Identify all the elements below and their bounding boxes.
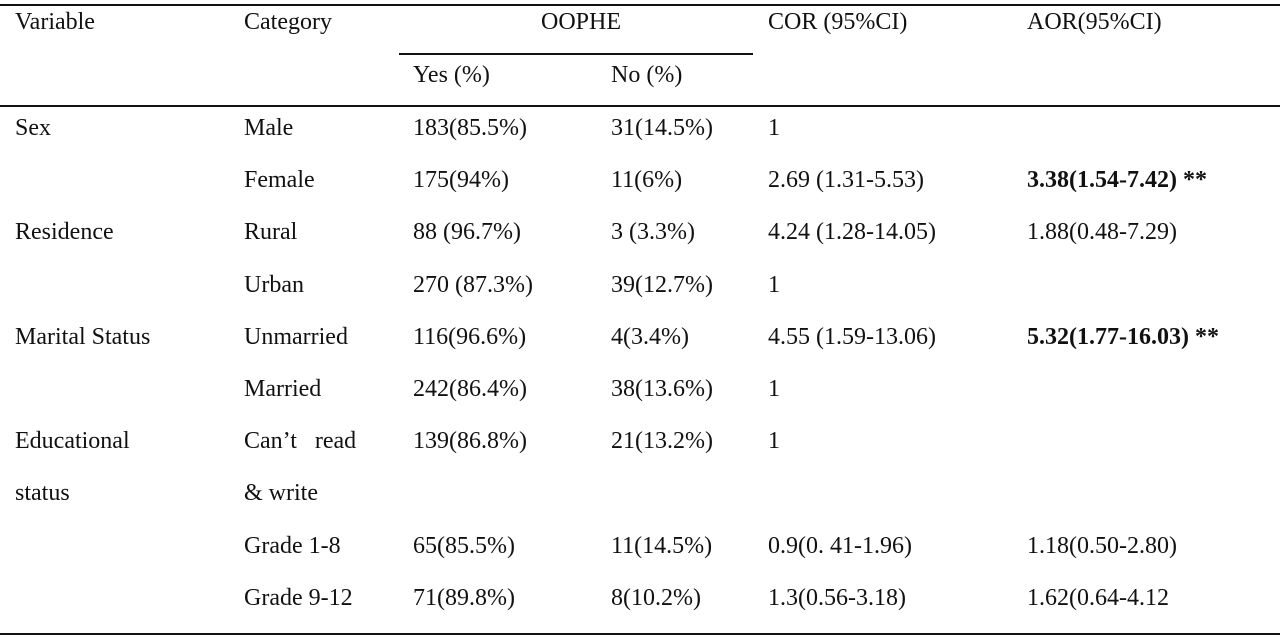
cell-yes: 175(94%) [413, 167, 509, 193]
cell-cor: 1 [768, 428, 780, 454]
cell-no: 31(14.5%) [611, 115, 713, 141]
header-category: Category [244, 9, 332, 35]
cell-category: Grade 1-8 [244, 533, 341, 559]
header-variable: Variable [15, 9, 95, 35]
cell-cor: 0.9(0. 41-1.96) [768, 533, 912, 559]
table-bottom-rule [0, 633, 1280, 635]
oophe-rule [399, 53, 753, 55]
cell-no: 21(13.2%) [611, 428, 713, 454]
cell-no: 11(6%) [611, 167, 683, 193]
cell-variable: Residence [15, 219, 114, 245]
cell-variable: status [15, 480, 70, 506]
cell-cor: 2.69 (1.31-5.53) [768, 167, 924, 193]
cell-no: 11(14.5%) [611, 533, 713, 559]
header-cor: COR (95%CI) [768, 9, 908, 35]
cell-category: Male [244, 115, 294, 141]
cell-cor: 1 [768, 376, 780, 402]
cell-category: Urban [244, 272, 304, 298]
table-top-rule [0, 4, 1280, 6]
cell-aor: 1.88(0.48-7.29) [1027, 219, 1177, 245]
cell-aor: 5.32(1.77-16.03) ** [1027, 324, 1219, 350]
cell-variable: Marital Status [15, 324, 151, 350]
cell-variable: Sex [15, 115, 51, 141]
cell-category: Can’t read [244, 428, 357, 454]
cell-category: Female [244, 167, 315, 193]
cell-cor: 1 [768, 115, 780, 141]
cell-aor: 3.38(1.54-7.42) ** [1027, 167, 1207, 193]
cell-category: Married [244, 376, 322, 402]
cell-no: 8(10.2%) [611, 585, 701, 611]
cell-yes: 183(85.5%) [413, 115, 527, 141]
cell-no: 38(13.6%) [611, 376, 713, 402]
cell-category: & write [244, 480, 318, 506]
cell-category: Rural [244, 219, 298, 245]
cell-cor: 1 [768, 272, 780, 298]
cell-yes: 270 (87.3%) [413, 272, 533, 298]
cell-category: Grade 9-12 [244, 585, 353, 611]
header-yes: Yes (%) [413, 62, 490, 88]
header-no: No (%) [611, 62, 683, 88]
cell-cor: 4.55 (1.59-13.06) [768, 324, 936, 350]
cell-no: 3 (3.3%) [611, 219, 695, 245]
cell-no: 39(12.7%) [611, 272, 713, 298]
cell-yes: 116(96.6%) [413, 324, 527, 350]
header-aor: AOR(95%CI) [1027, 9, 1162, 35]
cell-yes: 242(86.4%) [413, 376, 527, 402]
cell-yes: 139(86.8%) [413, 428, 527, 454]
cell-yes: 88 (96.7%) [413, 219, 521, 245]
cell-yes: 65(85.5%) [413, 533, 515, 559]
cell-yes: 71(89.8%) [413, 585, 515, 611]
cell-cor: 4.24 (1.28-14.05) [768, 219, 936, 245]
cell-cor: 1.3(0.56-3.18) [768, 585, 906, 611]
cell-category: Unmarried [244, 324, 348, 350]
header-bottom-rule [0, 105, 1280, 107]
cell-no: 4(3.4%) [611, 324, 689, 350]
header-oophe: OOPHE [541, 9, 622, 35]
cell-aor: 1.18(0.50-2.80) [1027, 533, 1177, 559]
cell-variable: Educational [15, 428, 130, 454]
cell-aor: 1.62(0.64-4.12 [1027, 585, 1169, 611]
